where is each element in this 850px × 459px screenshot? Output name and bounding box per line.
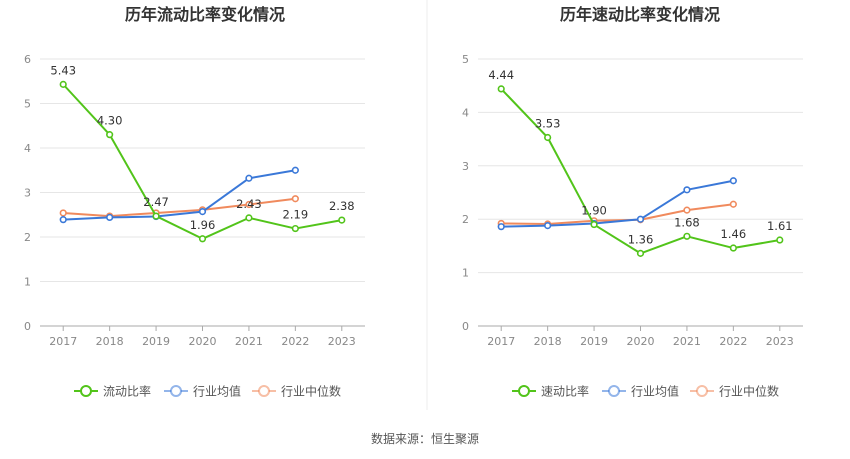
data-point[interactable] bbox=[683, 186, 691, 194]
data-point[interactable] bbox=[590, 220, 598, 229]
data-label: 2.19 bbox=[283, 208, 309, 222]
legend-label[interactable]: 行业均值 bbox=[193, 384, 241, 399]
data-label: 1.61 bbox=[767, 219, 793, 233]
data-point[interactable] bbox=[245, 174, 253, 182]
series-line bbox=[63, 169, 296, 221]
data-point[interactable] bbox=[544, 222, 552, 230]
legend-marker bbox=[518, 385, 530, 397]
data-label: 4.44 bbox=[488, 68, 514, 82]
data-point[interactable] bbox=[636, 249, 645, 257]
x-tick-label: 2022 bbox=[719, 335, 747, 348]
data-point[interactable] bbox=[497, 85, 505, 93]
data-label: 2.38 bbox=[329, 199, 355, 213]
legend-label[interactable]: 行业中位数 bbox=[719, 384, 779, 399]
data-point[interactable] bbox=[729, 200, 737, 208]
data-point[interactable] bbox=[338, 216, 346, 224]
x-tick-label: 2019 bbox=[142, 335, 170, 348]
data-point[interactable] bbox=[544, 133, 552, 142]
data-point[interactable] bbox=[683, 206, 691, 214]
y-tick-label: 2 bbox=[24, 231, 31, 244]
data-point[interactable] bbox=[245, 214, 253, 222]
data-point[interactable] bbox=[729, 244, 737, 252]
data-point[interactable] bbox=[245, 200, 253, 209]
series-line bbox=[501, 179, 734, 228]
data-point[interactable] bbox=[497, 223, 505, 231]
y-tick-label: 1 bbox=[24, 276, 31, 289]
y-tick-label: 0 bbox=[24, 320, 31, 333]
x-tick-label: 2020 bbox=[627, 335, 655, 348]
data-point[interactable] bbox=[291, 195, 299, 203]
y-tick-label: 4 bbox=[24, 142, 31, 155]
data-point[interactable] bbox=[59, 216, 67, 224]
x-tick-label: 2017 bbox=[49, 335, 77, 348]
x-tick-label: 2022 bbox=[281, 335, 309, 348]
x-tick-label: 2021 bbox=[235, 335, 263, 348]
y-tick-label: 3 bbox=[462, 160, 469, 173]
series-line bbox=[501, 203, 734, 226]
y-tick-label: 2 bbox=[462, 213, 469, 226]
data-label: 1.46 bbox=[721, 227, 747, 241]
legend-marker bbox=[696, 385, 708, 397]
x-tick-label: 2023 bbox=[766, 335, 794, 348]
y-tick-label: 6 bbox=[24, 53, 31, 66]
data-point[interactable] bbox=[59, 80, 67, 88]
data-point[interactable] bbox=[198, 235, 207, 243]
data-point[interactable] bbox=[291, 224, 299, 233]
data-point[interactable] bbox=[106, 213, 114, 222]
chart-title: 历年速动比率变化情况 bbox=[560, 5, 720, 24]
legend-marker bbox=[608, 385, 620, 397]
data-point[interactable] bbox=[291, 166, 299, 174]
data-point[interactable] bbox=[776, 236, 784, 244]
data-label: 3.53 bbox=[535, 116, 561, 130]
chart-quick-ratio: 历年速动比率变化情况 0 1 2 3 4 5 2017 2018 2019 2020 2021 2022… bbox=[462, 5, 803, 399]
data-label: 1.36 bbox=[628, 232, 654, 246]
data-label: 1.96 bbox=[190, 218, 216, 232]
legend-marker bbox=[80, 385, 92, 397]
data-point[interactable] bbox=[59, 209, 67, 217]
legend-marker bbox=[170, 385, 182, 397]
x-tick-label: 2018 bbox=[96, 335, 124, 348]
legend-label[interactable]: 流动比率 bbox=[103, 384, 151, 399]
data-point[interactable] bbox=[729, 177, 737, 185]
x-tick-label: 2018 bbox=[534, 335, 562, 348]
legend-label[interactable]: 速动比率 bbox=[541, 384, 589, 399]
data-point[interactable] bbox=[636, 215, 645, 223]
data-label: 4.30 bbox=[97, 114, 123, 128]
y-tick-label: 3 bbox=[24, 187, 31, 200]
data-point[interactable] bbox=[106, 131, 114, 139]
data-point[interactable] bbox=[152, 212, 160, 220]
x-tick-label: 2019 bbox=[580, 335, 608, 348]
data-label: 1.68 bbox=[674, 215, 700, 229]
chart-title: 历年流动比率变化情况 bbox=[125, 5, 285, 24]
y-tick-label: 1 bbox=[462, 267, 469, 280]
legend-label[interactable]: 行业中位数 bbox=[281, 384, 341, 399]
x-tick-label: 2021 bbox=[673, 335, 701, 348]
chart-current-ratio: 历年流动比率变化情况 0 1 2 3 4 5 6 2017 2018 2019 2020 2021 202… bbox=[24, 5, 365, 399]
data-label: 2.43 bbox=[236, 197, 262, 211]
data-label: 1.90 bbox=[581, 204, 607, 218]
y-tick-label: 4 bbox=[462, 106, 469, 119]
series-line bbox=[63, 197, 296, 218]
y-tick-label: 0 bbox=[462, 320, 469, 333]
x-tick-label: 2020 bbox=[189, 335, 217, 348]
y-tick-label: 5 bbox=[24, 98, 31, 111]
source-note: 数据来源：恒生聚源 bbox=[371, 431, 479, 446]
x-tick-label: 2017 bbox=[487, 335, 515, 348]
data-label: 2.47 bbox=[143, 195, 169, 209]
data-point[interactable] bbox=[683, 232, 691, 240]
y-tick-label: 5 bbox=[462, 53, 469, 66]
x-tick-label: 2023 bbox=[328, 335, 356, 348]
legend-marker bbox=[258, 385, 270, 397]
legend-label[interactable]: 行业均值 bbox=[631, 384, 679, 399]
data-label: 5.43 bbox=[50, 63, 76, 77]
data-point[interactable] bbox=[198, 208, 207, 216]
